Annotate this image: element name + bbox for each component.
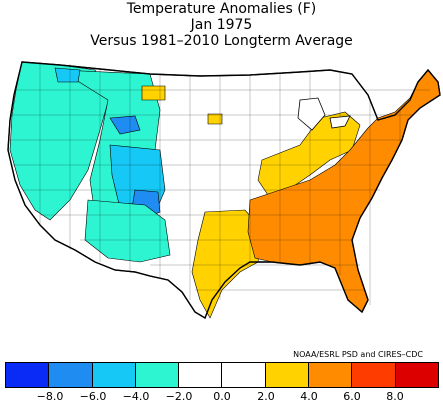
legend-tick: −6.0 — [79, 390, 107, 403]
legend-tick: −2.0 — [165, 390, 193, 403]
legend-tick: 4.0 — [300, 390, 318, 403]
data-credit: NOAA/ESRL PSD and CIRES–CDC — [293, 350, 423, 359]
legend-swatch — [222, 362, 266, 388]
legend-swatch — [265, 362, 310, 388]
county-grid — [9, 62, 430, 305]
region-north-warm-2 — [207, 113, 223, 125]
map-subtitle: Versus 1981–2010 Longterm Average — [90, 33, 353, 49]
legend-swatch — [135, 362, 180, 388]
legend-swatch — [395, 362, 439, 388]
great-lakes — [297, 97, 351, 131]
legend-swatch — [352, 362, 396, 388]
legend-tick: 6.0 — [343, 390, 361, 403]
legend-swatch — [179, 362, 223, 388]
map-title: Temperature Anomalies (F) — [126, 1, 317, 17]
legend-swatch — [5, 362, 50, 388]
legend-tick: 2.0 — [257, 390, 275, 403]
us-anomaly-map — [7, 61, 441, 320]
legend-swatch — [309, 362, 353, 388]
legend-tick: −4.0 — [122, 390, 150, 403]
legend-swatch — [49, 362, 93, 388]
legend-tick: 8.0 — [386, 390, 404, 403]
region-nw-cooler — [54, 67, 81, 83]
legend-swatch — [92, 362, 136, 388]
us-outline — [7, 61, 441, 320]
legend-tick: 0.0 — [213, 390, 231, 403]
region-north-warm-1 — [141, 85, 166, 101]
legend-tick: −8.0 — [36, 390, 64, 403]
map-date: Jan 1975 — [190, 17, 253, 33]
color-legend — [5, 362, 439, 388]
region-montana-cooler — [109, 115, 141, 135]
region-southwest-cool — [84, 199, 171, 263]
